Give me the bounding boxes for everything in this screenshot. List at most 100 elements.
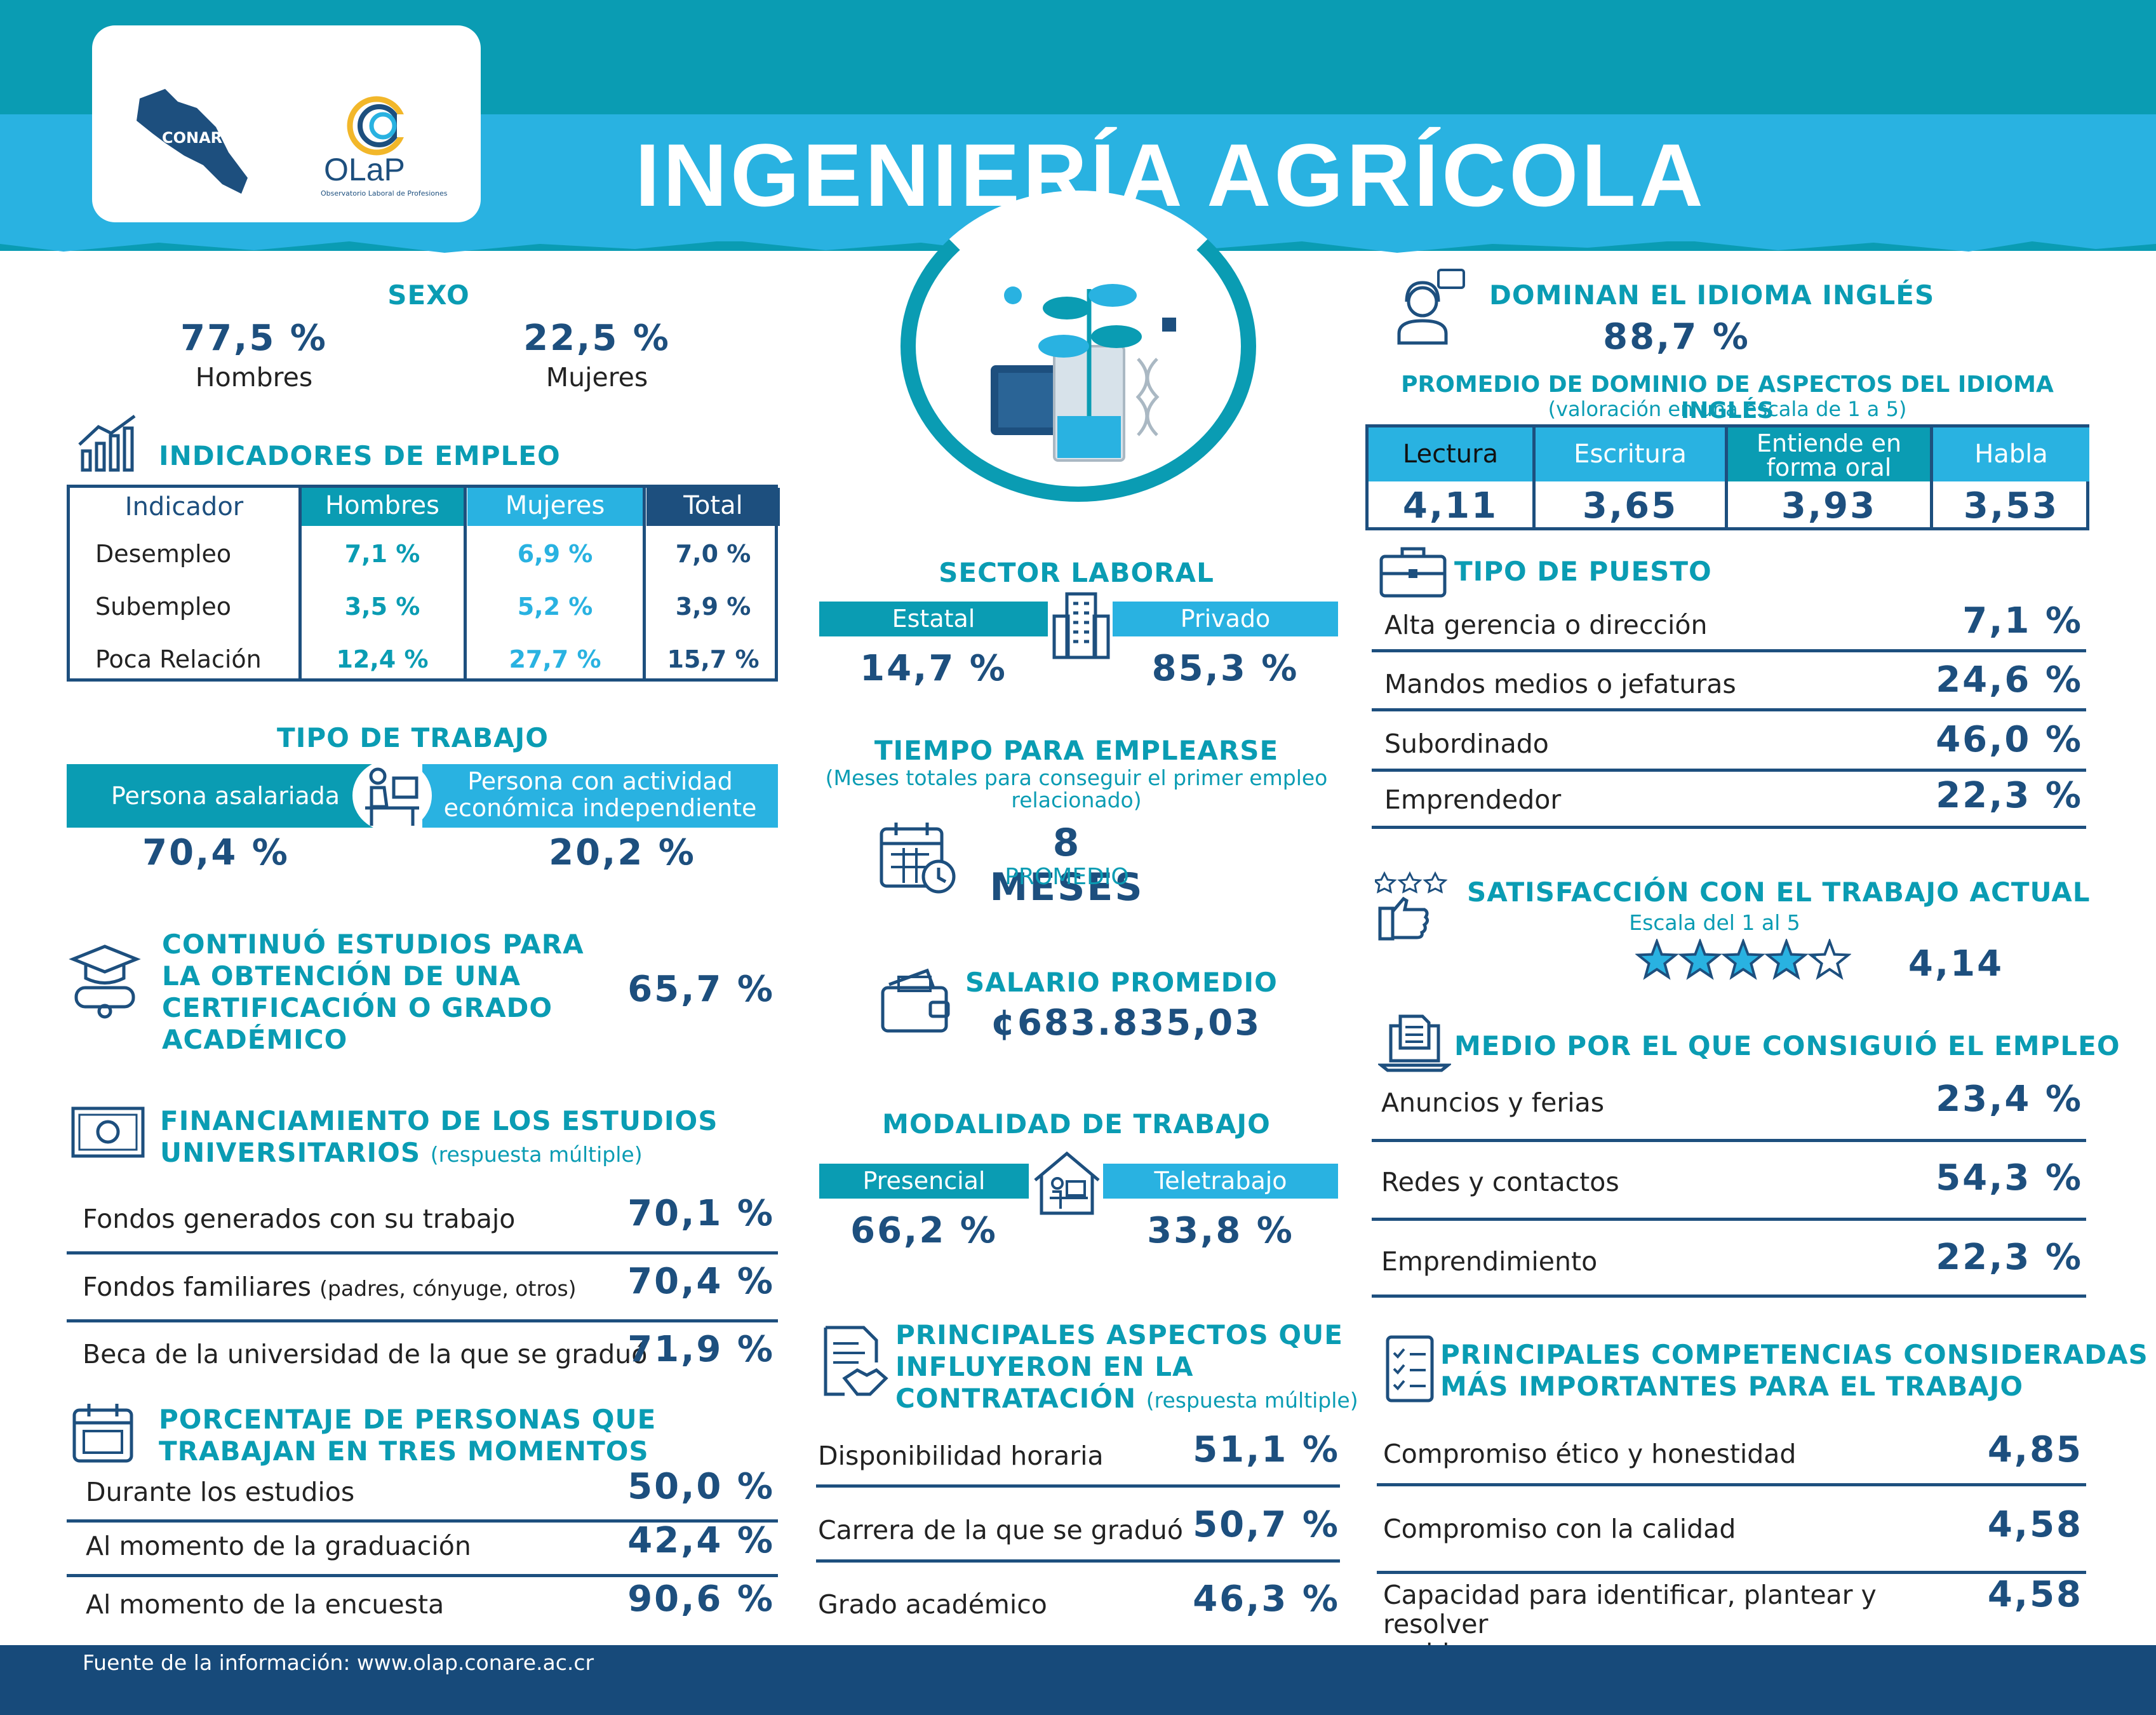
- rating-star: [1721, 939, 1765, 980]
- financiamiento-title-1: FINANCIAMIENTO DE LOS ESTUDIOS: [160, 1105, 718, 1136]
- ingles-value-habla: 3,53: [1963, 485, 2059, 527]
- estudios-value: 65,7 %: [627, 969, 775, 1010]
- rating-star: [1764, 939, 1809, 980]
- thumbs-up-stars-icon: [1375, 871, 1448, 941]
- sector-right-bar: Privado: [1113, 602, 1338, 636]
- momentos-title-2: TRABAJAN EN TRES MOMENTOS: [159, 1436, 649, 1467]
- modalidad-title: MODALIDAD DE TRABAJO: [882, 1108, 1271, 1140]
- divider: [1372, 1295, 2086, 1298]
- financiamiento-row-label: Beca de la universidad de la que se grad…: [83, 1339, 648, 1369]
- home-office-icon: [1034, 1151, 1100, 1215]
- empleo-header-hombres: Hombres: [301, 488, 464, 526]
- puesto-row-value: 24,6 %: [1936, 659, 2083, 701]
- sexo-title: SEXO: [387, 279, 470, 311]
- empleo-cell: 7,0 %: [675, 540, 751, 568]
- divider: [67, 1319, 778, 1322]
- conare-logo-text: CONARE: [162, 129, 233, 147]
- calendar-clock-icon: [880, 823, 956, 894]
- competencias-row-label: Compromiso ético y honestidad: [1383, 1439, 1797, 1469]
- empleo-cell: 15,7 %: [667, 645, 760, 673]
- wallet-icon: [881, 968, 950, 1033]
- ingles-header-lectura: Lectura: [1369, 427, 1532, 481]
- salario-value: ¢683.835,03: [991, 1002, 1262, 1044]
- ingles-header-entiende: Entiende en forma oral: [1728, 427, 1930, 481]
- divider: [1372, 1218, 2086, 1221]
- financiamiento-row-value: 70,4 %: [627, 1261, 775, 1302]
- financiamiento-row-value: 71,9 %: [627, 1329, 775, 1370]
- ingles-subnote: (valoración en una escala de 1 a 5): [1548, 397, 1907, 421]
- sexo-mujeres-value: 22,5 %: [523, 318, 671, 359]
- medio-title: MEDIO POR EL QUE CONSIGUIÓ EL EMPLEO: [1454, 1030, 2120, 1061]
- momentos-row-label: Al momento de la encuesta: [86, 1589, 445, 1620]
- momentos-row-label: Al momento de la graduación: [86, 1531, 471, 1561]
- puesto-row-value: 46,0 %: [1936, 719, 2083, 760]
- modalidad-left-value: 66,2 %: [850, 1210, 998, 1251]
- empleo-row-label: Subempleo: [95, 593, 232, 621]
- tipo-trabajo-left-value: 70,4 %: [142, 832, 290, 873]
- financiamiento-row-label-text: Fondos familiares: [83, 1272, 312, 1302]
- tiempo-subtitle-2: relacionado): [1011, 788, 1142, 812]
- empleo-cell: 6,9 %: [517, 540, 593, 568]
- ingles-header-habla: Habla: [1933, 427, 2089, 481]
- financiamiento-title-2: UNIVERSITARIOS (respuesta múltiple): [160, 1137, 643, 1171]
- aspectos-row-value: 51,1 %: [1193, 1429, 1340, 1470]
- competencias-title-2: MÁS IMPORTANTES PARA EL TRABAJO: [1440, 1371, 2024, 1402]
- checklist-icon: [1386, 1335, 1434, 1402]
- momentos-row-value: 50,0 %: [627, 1466, 775, 1507]
- aspectos-row-label: Disponibilidad horaria: [818, 1441, 1104, 1471]
- ingles-header-entiende-text: Entiende en forma oral: [1756, 429, 1902, 481]
- laptop-document-icon: [1378, 1014, 1451, 1072]
- divider: [816, 1559, 1340, 1563]
- ingles-value-escritura: 3,65: [1582, 485, 1678, 527]
- graduation-cap-icon: [69, 945, 141, 1019]
- puesto-row-label: Alta gerencia o dirección: [1384, 610, 1708, 640]
- handshake-contract-icon: [824, 1326, 888, 1396]
- empleo-row-label: Desempleo: [95, 540, 232, 568]
- building-icon: [1052, 592, 1110, 659]
- medio-row-label: Redes y contactos: [1381, 1167, 1619, 1197]
- modalidad-right-value: 33,8 %: [1147, 1210, 1294, 1251]
- divider: [1372, 708, 2086, 711]
- sexo-mujeres-label: Mujeres: [546, 362, 648, 393]
- competencias-title-1: PRINCIPALES COMPETENCIAS CONSIDERADAS: [1440, 1339, 2148, 1370]
- ingles-title: DOMINAN EL IDIOMA INGLÉS: [1489, 279, 1935, 311]
- olap-logo-icon: [347, 96, 416, 156]
- calendar-icon: [72, 1404, 133, 1463]
- empleo-cell: 7,1 %: [344, 540, 420, 568]
- divider: [1372, 826, 2086, 829]
- sexo-hombres-label: Hombres: [195, 362, 313, 393]
- sector-left-label: Estatal: [892, 605, 975, 633]
- tiempo-value: 8 MESES: [989, 821, 1144, 910]
- momentos-row-value: 42,4 %: [627, 1520, 775, 1561]
- modalidad-left-bar: Presencial: [819, 1164, 1029, 1199]
- competencias-row-value: 4,58: [1987, 1574, 2083, 1615]
- empleo-row-label: Poca Relación: [95, 645, 262, 673]
- modalidad-left-label: Presencial: [862, 1167, 986, 1195]
- satisfaccion-scale: Escala del 1 al 5: [1629, 910, 1800, 935]
- aspectos-title-2: INFLUYERON EN LA: [895, 1351, 1194, 1382]
- empleo-cell: 12,4 %: [336, 645, 429, 673]
- page-title: INGENIERÍA AGRÍCOLA: [635, 125, 1706, 225]
- puesto-row-value: 7,1 %: [1962, 600, 2083, 642]
- modalidad-right-label: Teletrabajo: [1154, 1167, 1287, 1195]
- rating-star: [1635, 939, 1679, 980]
- briefcase-icon: [1379, 547, 1447, 598]
- sexo-hombres-value: 77,5 %: [180, 318, 328, 359]
- empleo-cell: 3,9 %: [675, 593, 751, 621]
- ingles-divider-3: [1930, 427, 1933, 530]
- conare-logo-icon: [137, 89, 248, 194]
- empleo-header-total: Total: [646, 488, 780, 526]
- divider: [1377, 1483, 2086, 1486]
- empleo-cell: 5,2 %: [517, 593, 593, 621]
- tipo-trabajo-right-bar: Persona con actividad económica independ…: [422, 764, 778, 828]
- aspectos-title-3-text: CONTRATACIÓN: [895, 1383, 1137, 1414]
- puesto-row-label: Mandos medios o jefaturas: [1384, 669, 1736, 699]
- tiempo-title: TIEMPO PARA EMPLEARSE: [874, 735, 1279, 766]
- ingles-value-entiende: 3,93: [1781, 485, 1877, 527]
- tipo-trabajo-left-bar: Persona asalariada: [67, 764, 384, 828]
- divider: [67, 1519, 778, 1523]
- financiamiento-row-label: Fondos generados con su trabajo: [83, 1204, 516, 1234]
- ingles-table: Lectura Escritura Entiende en forma oral…: [1365, 424, 2089, 530]
- aspectos-title-1: PRINCIPALES ASPECTOS QUE: [895, 1319, 1343, 1350]
- medio-row-value: 22,3 %: [1936, 1237, 2083, 1278]
